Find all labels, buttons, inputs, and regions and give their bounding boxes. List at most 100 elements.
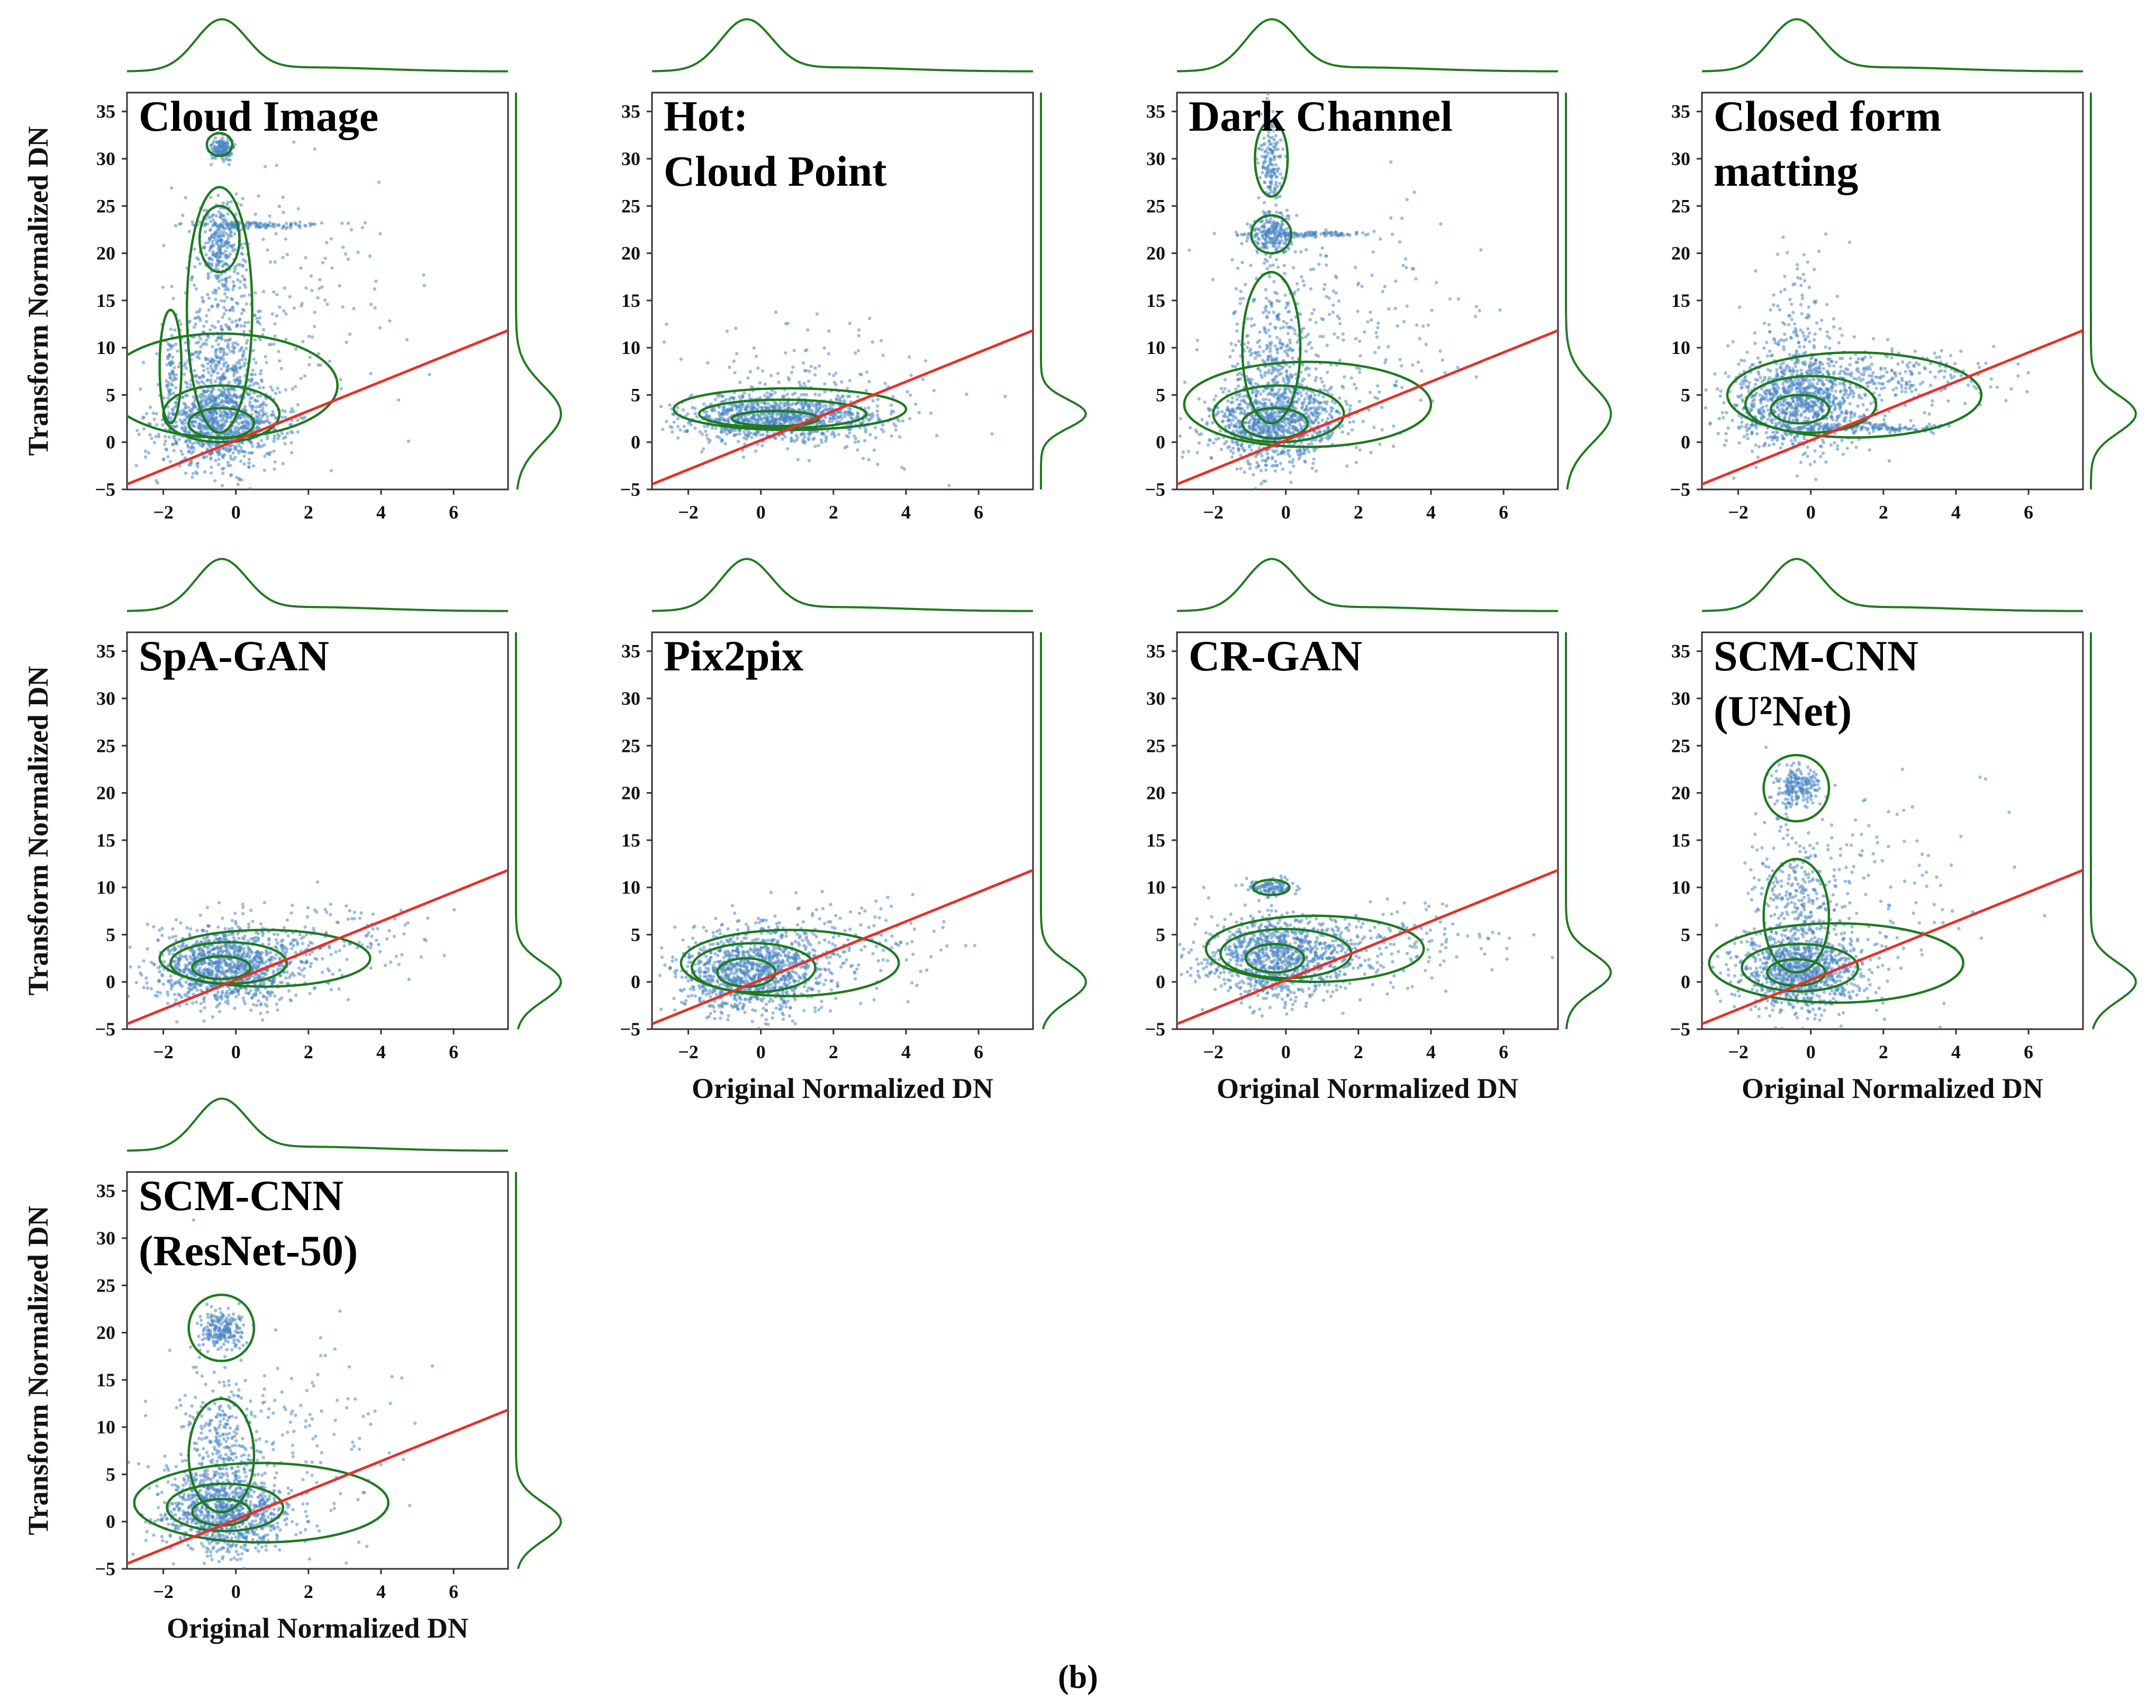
scatter-point (741, 449, 745, 452)
scatter-point (755, 407, 759, 411)
scatter-point (734, 326, 738, 330)
scatter-point (783, 417, 786, 421)
scatter-point (1276, 390, 1280, 394)
scatter-point (296, 207, 300, 211)
scatter-point (255, 225, 258, 229)
scatter-point (1273, 450, 1276, 454)
scatter-point (822, 432, 826, 435)
scatter-point (836, 411, 839, 414)
scatter-point (240, 294, 243, 298)
scatter-point (805, 348, 809, 352)
scatter-point (217, 402, 221, 406)
scatter-point (207, 401, 211, 405)
scatter-point (180, 420, 184, 424)
scatter-point (373, 287, 376, 291)
scatter-point (134, 464, 138, 468)
scatter-point (1275, 210, 1279, 214)
scatter-point (1272, 429, 1276, 432)
scatter-point (187, 405, 191, 410)
scatter-point (196, 465, 200, 469)
scatter-point (1258, 392, 1263, 396)
scatter-point (230, 443, 234, 447)
scatter-point (785, 392, 790, 396)
scatter-point (1321, 395, 1325, 399)
scatter-point (213, 379, 218, 383)
y-tick-label: −5 (620, 479, 640, 500)
scatter-point (1282, 325, 1285, 329)
scatter-point (1231, 349, 1235, 352)
scatter-point (156, 481, 159, 485)
scatter-point (229, 230, 233, 234)
scatter-point (685, 429, 689, 433)
scatter-point (356, 250, 360, 255)
scatter-point (824, 439, 828, 443)
scatter-point (1228, 419, 1232, 422)
scatter-point (732, 433, 736, 438)
scatter-point (693, 426, 697, 430)
scatter-point (1288, 346, 1292, 350)
scatter-point (152, 417, 156, 421)
panel-title: Hot: Cloud Point (664, 92, 887, 195)
scatter-point (1261, 459, 1264, 462)
scatter-point (863, 439, 867, 443)
scatter-point (798, 380, 801, 384)
scatter-point (690, 393, 694, 397)
scatter-point (1287, 301, 1290, 305)
scatter-point (1270, 238, 1274, 242)
scatter-point (233, 232, 237, 236)
scatter-point (761, 433, 765, 437)
scatter-point (206, 222, 210, 226)
scatter-point (233, 393, 237, 396)
scatter-point (726, 417, 730, 422)
scatter-point (1262, 389, 1265, 393)
scatter-point (1236, 443, 1239, 447)
scatter-point (871, 399, 875, 403)
scatter-point (264, 403, 268, 407)
scatter-point (1271, 456, 1274, 459)
scatter-point (173, 328, 177, 332)
scatter-point (210, 147, 214, 151)
scatter-point (171, 344, 175, 348)
scatter-point (1261, 224, 1264, 228)
scatter-point (1285, 449, 1290, 453)
scatter-point (876, 416, 881, 420)
scatter-point (1269, 221, 1273, 224)
scatter-point (773, 421, 777, 425)
scatter-point (1297, 397, 1301, 401)
scatter-point (1319, 406, 1324, 410)
scatter-point (184, 414, 188, 418)
scatter-point (1288, 341, 1292, 344)
scatter-point (202, 369, 206, 373)
kde-contour (697, 398, 867, 430)
scatter-point (1231, 446, 1235, 450)
scatter-point (1299, 370, 1303, 374)
scatter-point (203, 425, 206, 429)
scatter-point (721, 439, 724, 442)
scatter-point (207, 240, 211, 244)
scatter-point (845, 386, 849, 390)
scatter-point (1285, 343, 1289, 347)
scatter-point (1338, 396, 1342, 400)
scatter-point (220, 347, 224, 351)
scatter-point (196, 315, 201, 319)
scatter-point (185, 381, 189, 385)
scatter-point (231, 249, 235, 253)
scatter-point (857, 349, 860, 352)
scatter-point (883, 381, 887, 385)
scatter-point (1262, 326, 1266, 330)
scatter-point (894, 424, 898, 428)
scatter-point (168, 460, 173, 464)
scatter-point (1246, 317, 1249, 321)
scatter-point (1280, 228, 1283, 232)
scatter-point (824, 434, 828, 439)
scatter-point (285, 252, 289, 257)
scatter-point (237, 422, 241, 425)
scatter-point (211, 304, 214, 308)
scatter-point (1326, 416, 1329, 421)
scatter-point (294, 385, 297, 388)
scatter-point (1285, 214, 1289, 218)
scatter-point (1276, 452, 1280, 457)
scatter-point (218, 223, 222, 227)
scatter-point (202, 389, 206, 393)
scatter-point (269, 343, 273, 347)
